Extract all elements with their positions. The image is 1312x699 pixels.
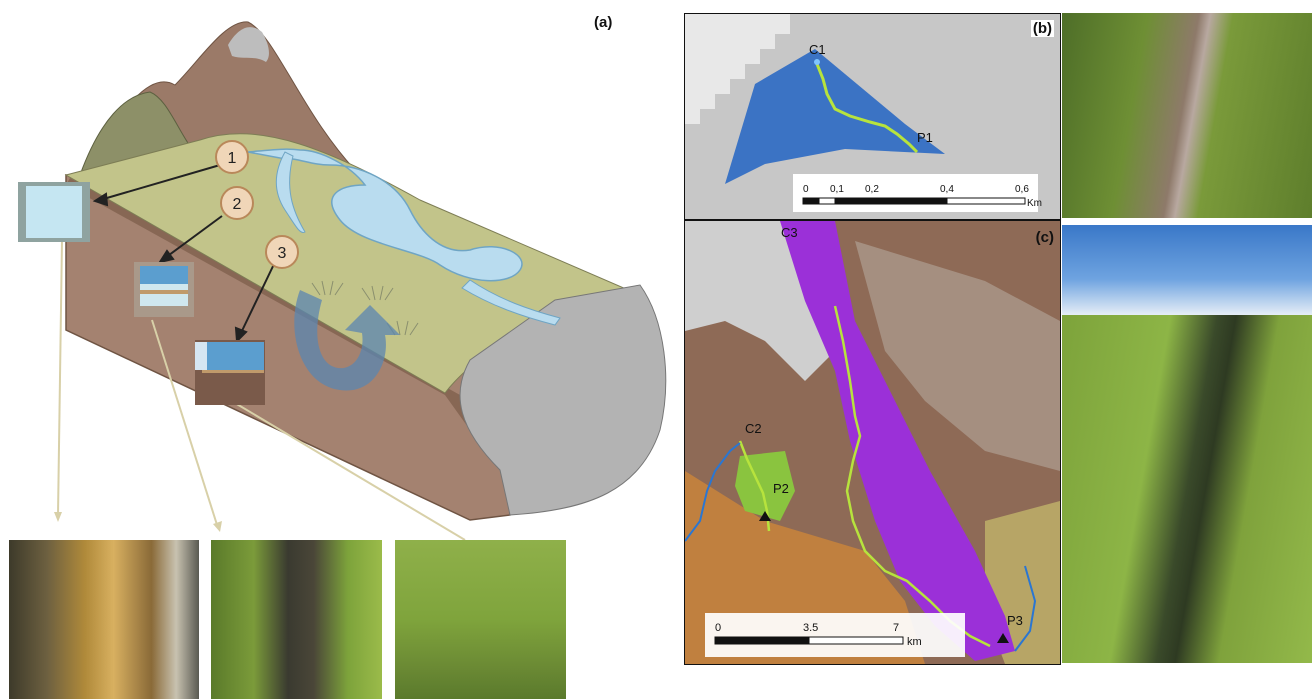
map-c-p2-marker (759, 511, 771, 521)
map-c-green-catchment (735, 451, 795, 521)
map-c-tick-2: 7 (893, 622, 899, 634)
hydrology-schematic: 1 2 3 (18, 21, 667, 540)
flow-arrow (294, 290, 400, 391)
photo-grass-ditch (211, 540, 382, 699)
river-tail (461, 279, 561, 326)
map-c-purple-catchment (780, 221, 1015, 661)
river-branch (275, 151, 306, 234)
cross-section-3 (195, 340, 265, 405)
map-c: C3 C2 P2 P3 0 3.5 7 km (c) (684, 220, 1061, 665)
road-slope (459, 284, 667, 516)
map-b-catchment (725, 49, 945, 184)
panel-label-b: (b) (1030, 20, 1054, 37)
marker-3: 3 (265, 235, 299, 269)
snow-cap (228, 27, 269, 62)
map-c-c3: C3 (781, 225, 798, 240)
soil-layer (66, 178, 500, 470)
map-c-c2: C2 (745, 421, 762, 436)
photo-narrow-channel (1062, 13, 1312, 218)
map-c-p2: P2 (773, 481, 789, 496)
leader-2 (151, 319, 219, 529)
map-b-scalebar (802, 197, 1026, 205)
map-b-tick-4: 0,6 (1015, 184, 1029, 195)
map-b-tick-1: 0,1 (830, 184, 844, 195)
marker-1: 1 (215, 140, 249, 174)
marker-2: 2 (220, 186, 254, 220)
map-b-tick-2: 0,2 (865, 184, 879, 195)
cross-section-1 (18, 182, 90, 242)
photo-pasture-ditch (1062, 225, 1312, 663)
map-b-unit: Km (1027, 198, 1042, 209)
map-c-scalebar (714, 636, 904, 645)
map-b-c1: C1 (809, 42, 826, 57)
panel-label-c: (c) (1035, 229, 1054, 246)
marker-1-label: 1 (228, 150, 237, 167)
map-c-river-left (685, 442, 741, 542)
map-b-stream (815, 63, 919, 154)
map-b-tick-0: 0 (803, 184, 809, 195)
leader-3 (229, 399, 466, 540)
photo-meadow (395, 540, 566, 699)
map-c-unit: km (907, 636, 922, 648)
cross-section-2 (134, 262, 194, 317)
marker-3-label: 3 (278, 245, 287, 262)
map-b-p1: P1 (917, 130, 933, 145)
map-c-p3: P3 (1007, 613, 1023, 628)
map-b-terrain-light (685, 14, 790, 124)
map-c-scalebox (705, 613, 965, 657)
panel-label-a: (a) (594, 14, 613, 31)
map-c-stream-c2 (738, 440, 771, 532)
map-b-scalebox (793, 174, 1038, 212)
photo-lined-channel (9, 540, 199, 699)
map-c-p3-marker (997, 633, 1009, 643)
map-c-tick-1: 3.5 (803, 622, 818, 634)
map-c-tick-0: 0 (715, 622, 721, 634)
marker-2-label: 2 (233, 196, 242, 213)
map-c-terrain-tan (855, 241, 1060, 471)
map-c-river-right (1014, 565, 1037, 652)
photo-sky (1062, 225, 1312, 315)
map-b: C1 P1 0 0,1 0,2 0,4 0,6 Km (b) (684, 13, 1061, 220)
leader-1 (57, 239, 63, 516)
map-b-tick-3: 0,4 (940, 184, 954, 195)
photo-ground (1062, 315, 1312, 663)
river (247, 148, 523, 282)
